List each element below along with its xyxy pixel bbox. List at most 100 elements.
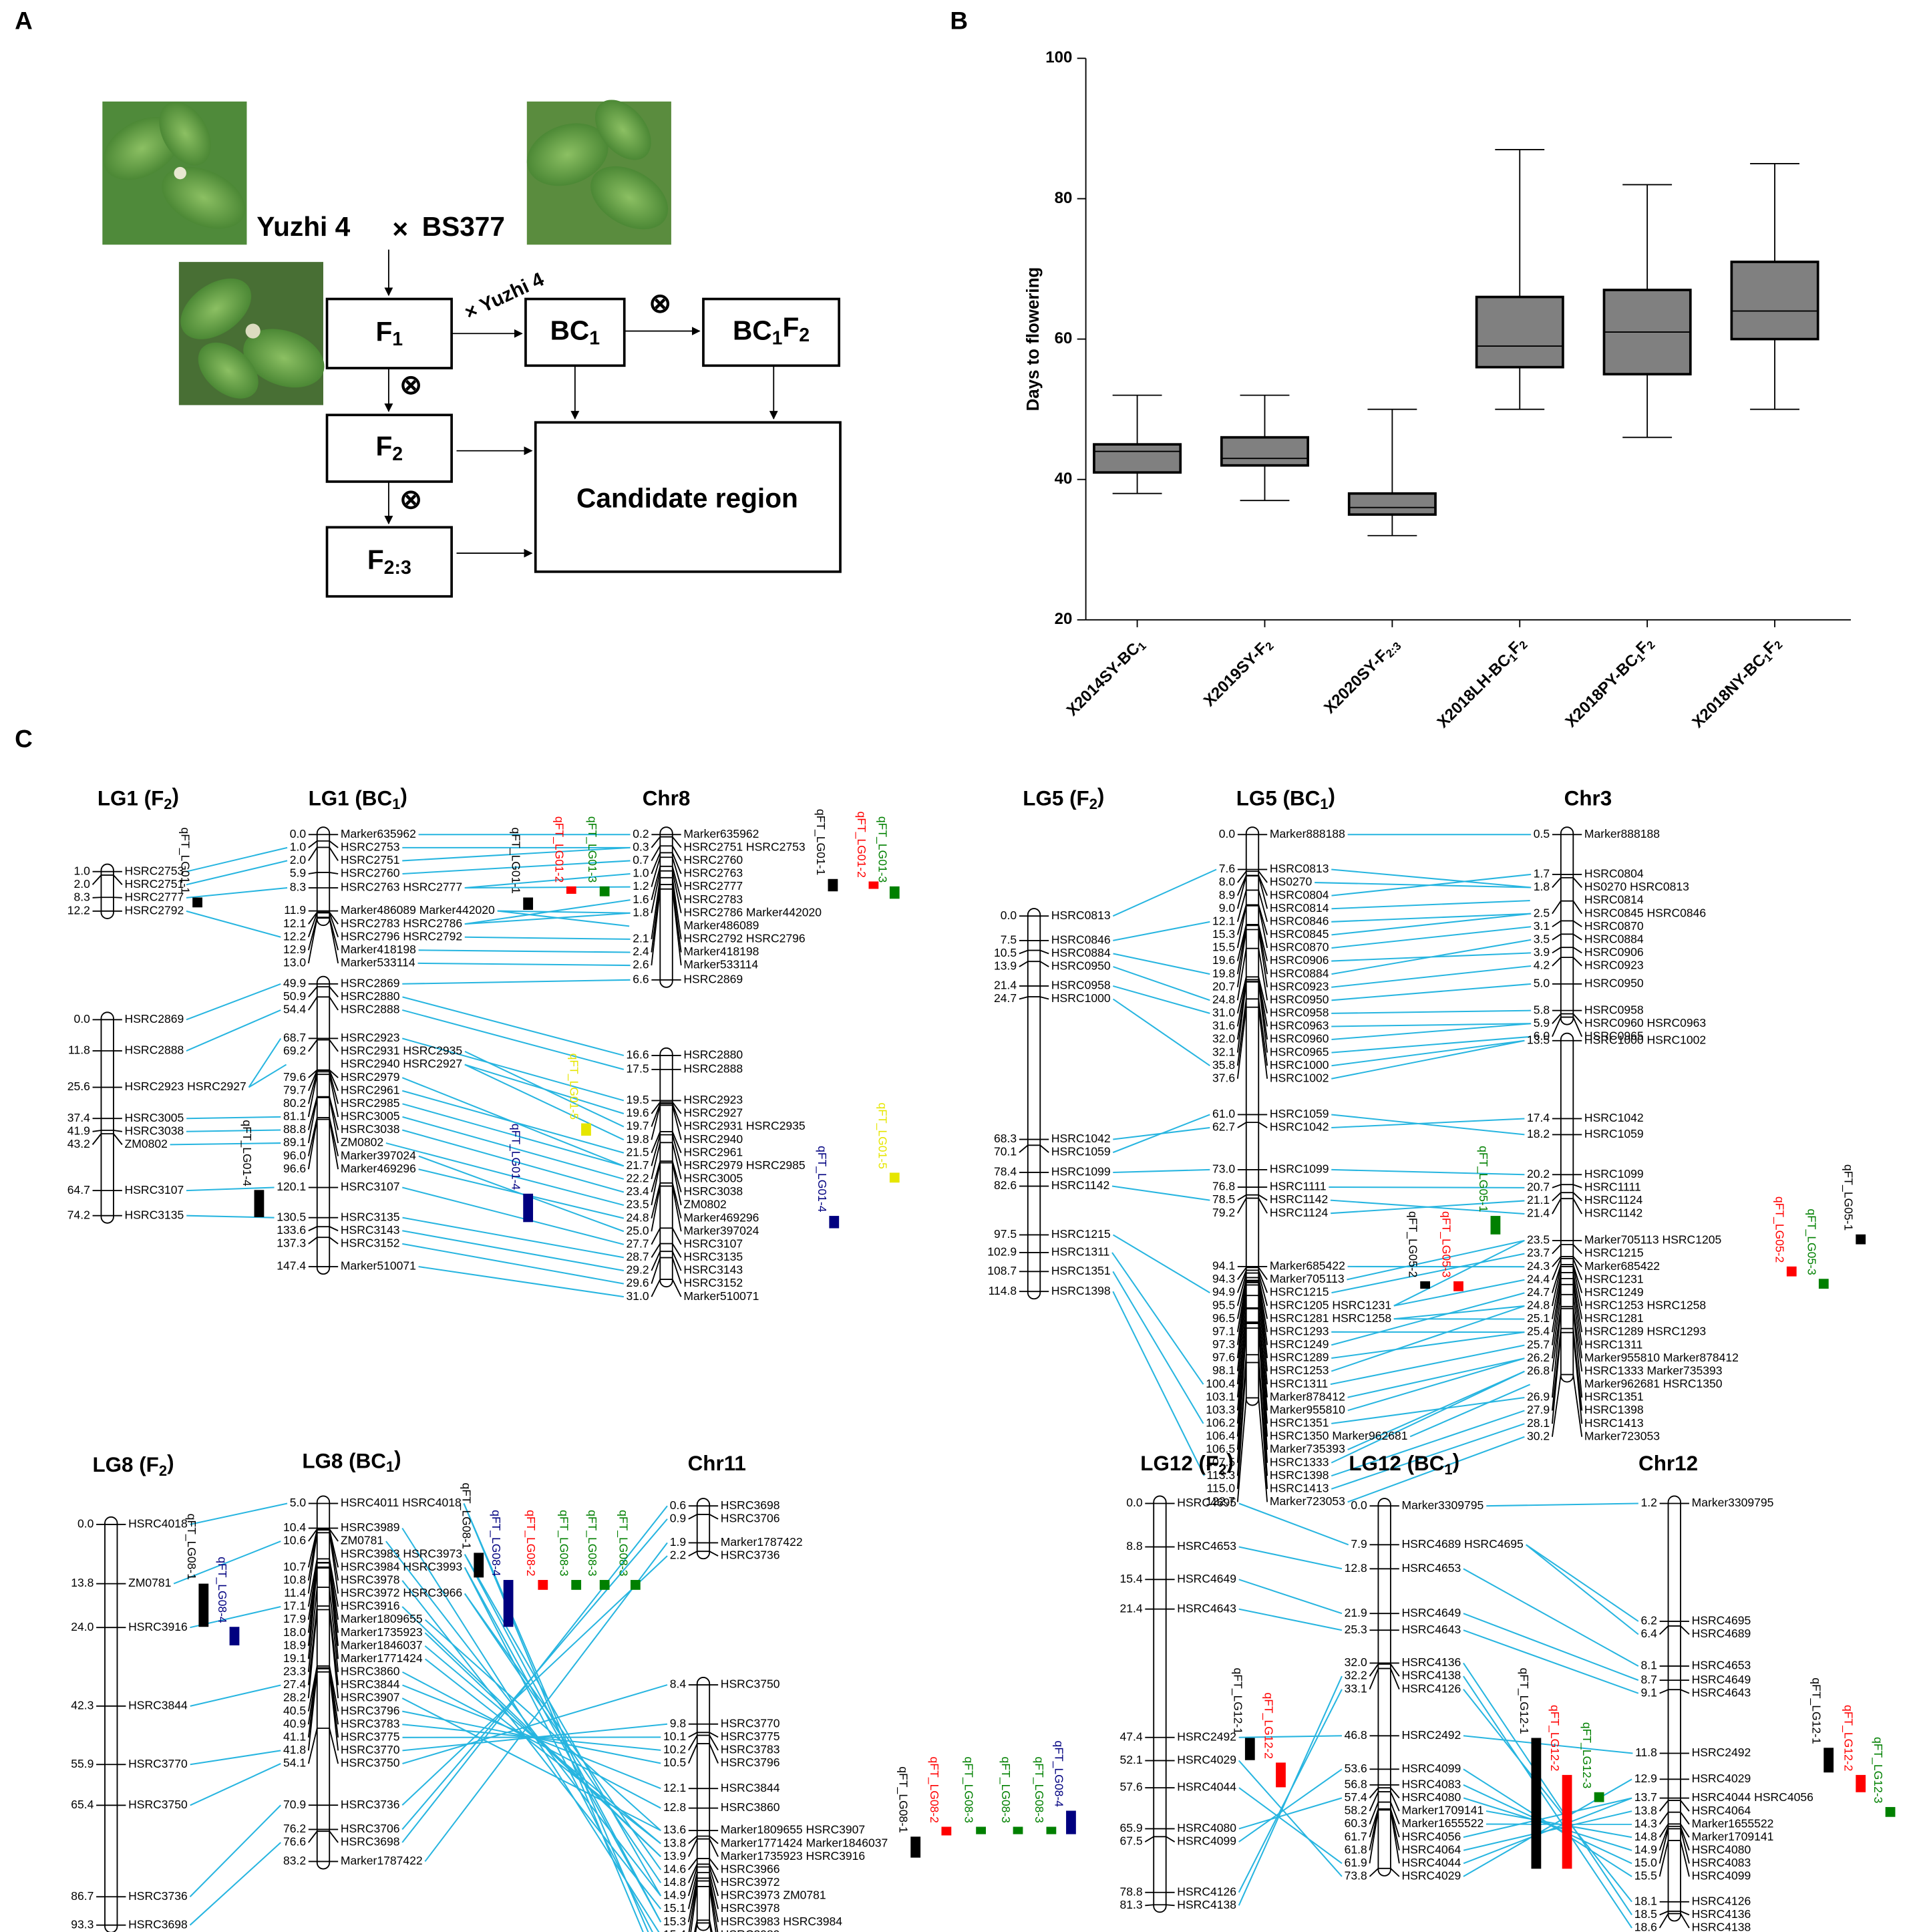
marker-connector [1552,947,1562,954]
marker-position: 86.7 [71,1889,94,1903]
marker-name: Marker1771424 [341,1651,423,1665]
marker-position: 31.0 [1212,1006,1235,1019]
marker-name: HSRC1215 [1584,1246,1644,1259]
y-tick-label: 100 [1045,49,1072,67]
marker-connector [308,1070,318,1078]
marker-position: 107.5 [1206,1455,1235,1468]
marker-name: HSRC4138 [1402,1669,1461,1682]
marker-connector [329,1533,339,1594]
marker-name: HSRC1333 [1270,1455,1329,1468]
marker-link [1113,966,1210,1001]
marker-name: HSRC3770 [128,1757,188,1770]
marker-link [1331,1035,1532,1054]
marker-connector [1552,1198,1562,1215]
marker-position: 61.0 [1212,1107,1235,1120]
marker-name: HSRC3107 [125,1183,184,1196]
marker-connector [1551,1284,1562,1345]
marker-connector [1572,1258,1583,1281]
marker-connector [1258,875,1268,897]
marker-position: 19.6 [1212,953,1235,967]
marker-position: 10.8 [283,1573,306,1586]
marker-name: HSRC2753 [341,840,400,853]
marker-position: 15.5 [1634,1869,1657,1883]
marker-name: HSRC0965 [1584,1029,1644,1042]
marker-name: HSRC4126 [1177,1885,1236,1898]
generation-label: F2 [375,431,403,465]
marker-connector [329,846,339,861]
marker-position: 89.1 [283,1136,306,1149]
marker-connector [1237,1194,1247,1201]
marker-connector [671,1162,682,1206]
marker-connector [671,884,682,953]
marker-position: 1.8 [633,905,649,919]
qtl-bar [254,1190,265,1217]
chromosome-bar [100,863,114,919]
qtl-label: qFT_LG08-2 [927,1757,941,1823]
marker-position: 25.7 [1527,1337,1550,1351]
marker-name: HSRC1142 [1051,1178,1109,1192]
marker-name: HSRC2927 [683,1106,743,1120]
marker-link [464,912,631,925]
marker-link [1409,1384,1531,1438]
marker-name: HSRC3038 [125,1124,184,1137]
marker-position: 28.7 [627,1250,649,1263]
marker-name: HSRC4064 [1402,1842,1461,1856]
marker-name: HSRC0884 [1270,967,1329,980]
marker-connector [1258,948,1268,1001]
marker-name: HSRC1215 [1270,1285,1329,1299]
marker-position: 76.2 [283,1822,306,1835]
marker-link [463,1503,644,1932]
chromosome-bar [100,1011,114,1224]
map-title-part: LG1 (F [98,787,164,810]
marker-connector [1680,1800,1690,1812]
marker-connector [307,917,318,964]
marker-connector [671,1257,682,1284]
marker-name: HSRC3860 [721,1800,780,1814]
marker-link [401,1580,662,1910]
marker-position: 27.4 [283,1677,306,1691]
marker-position: 94.9 [1212,1285,1235,1299]
marker-position: 35.8 [1212,1058,1235,1072]
qtl-label: qFT_LG08-3 [999,1757,1013,1823]
marker-connector [329,917,339,964]
marker-position: 53.6 [1345,1762,1367,1775]
marker-connector [1572,1294,1583,1359]
marker-position: 21.4 [1119,1601,1142,1615]
marker-link [402,1103,625,1167]
marker-connector [1659,1911,1669,1916]
marker-link [170,1142,281,1146]
marker-link [1331,1253,1525,1294]
marker-name: HSRC0950 [1584,977,1644,990]
marker-connector [1258,1007,1268,1079]
marker-name: HSRC0965 [1270,1045,1329,1058]
marker-connector [1572,1192,1582,1202]
qtl-bar [599,1580,610,1590]
marker-connector [687,1872,698,1909]
marker-connector [709,1920,713,1932]
marker-link [1331,1023,1532,1027]
marker-position: 2.5 [1534,906,1550,919]
marker-link [1331,913,1532,936]
marker-name: HSRC3736 [128,1889,188,1903]
candidate-box [534,421,842,573]
map-title: LG12 (BC1) [1349,1450,1459,1478]
marker-link [1331,983,1532,1001]
marker-name: HSRC4643 [1402,1623,1461,1636]
marker-link [1331,939,1532,975]
marker-position: 25.3 [1345,1623,1367,1636]
marker-position: 26.2 [1527,1351,1550,1364]
qtl-label: qFT_LG01-4 [509,1124,523,1190]
qtl-bar [1856,1234,1866,1245]
marker-name: ZM0781 [341,1534,383,1547]
qtl-bar [503,1580,514,1627]
marker-position: 12.1 [283,917,306,930]
marker-name: HSRC4653 [1177,1539,1236,1553]
marker-name: Marker1787422 [341,1854,423,1867]
marker-position: 18.2 [1527,1127,1550,1140]
map-title-part: 2 [164,796,172,812]
marker-name: HSRC2931 HSRC2935 [683,1119,805,1132]
marker-link [186,1215,275,1219]
marker-connector [307,1097,318,1144]
marker-connector [1166,1836,1176,1842]
x-tick-label: X2018LH-BC1F2 [1433,634,1532,733]
